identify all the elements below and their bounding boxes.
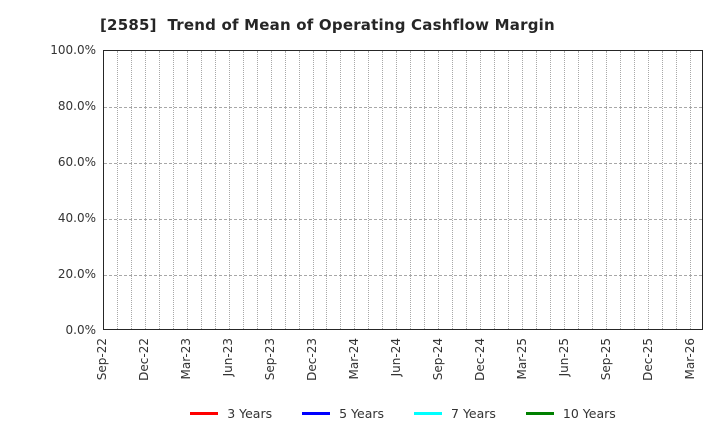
vertical-gridline [186,51,188,329]
legend-item: 5 Years [302,406,384,421]
vertical-gridline [466,51,468,329]
vertical-gridline [158,51,160,329]
vertical-gridline [452,51,454,329]
vertical-gridline [214,51,216,329]
vertical-gridline [592,51,594,329]
legend-line-swatch [414,412,443,415]
vertical-gridline [536,51,538,329]
vertical-gridline [480,51,482,329]
vertical-gridline [564,51,566,329]
vertical-gridline [340,51,342,329]
vertical-gridline [326,51,328,329]
vertical-gridline [508,51,510,329]
y-tick-label: 40.0% [57,211,96,225]
vertical-gridline [200,51,202,329]
vertical-gridline [438,51,440,329]
vertical-gridline [522,51,524,329]
x-tick-label: Dec-23 [304,338,319,381]
vertical-gridline [634,51,636,329]
x-tick-label: Jun-24 [388,338,403,377]
vertical-gridline [270,51,272,329]
vertical-gridline [382,51,384,329]
vertical-gridline [662,51,664,329]
legend-item: 3 Years [190,406,272,421]
vertical-gridline [648,51,650,329]
legend-line-swatch [190,412,219,415]
vertical-gridline [606,51,608,329]
legend-line-swatch [302,412,331,415]
plot-area [103,50,703,330]
x-tick-label: Sep-25 [598,338,613,381]
legend-item: 7 Years [414,406,496,421]
y-tick-label: 0.0% [65,323,97,337]
horizontal-gridline [104,275,702,276]
legend-label: 5 Years [339,406,385,421]
x-tick-label: Jun-25 [556,338,571,377]
vertical-gridline [690,51,691,329]
x-tick-label: Dec-25 [640,338,655,381]
x-tick-label: Sep-22 [95,338,110,381]
vertical-gridline [676,51,677,329]
x-tick-label: Dec-24 [472,338,487,381]
x-tick-label: Mar-26 [682,338,697,380]
legend-line-swatch [525,412,554,415]
x-tick-label: Mar-24 [346,338,361,380]
x-tick-label: Sep-23 [263,338,277,381]
y-tick-label: 100.0% [50,43,96,57]
x-tick-label: Jun-23 [221,338,236,377]
y-tick-label: 80.0% [57,99,96,113]
vertical-gridline [578,51,580,329]
vertical-gridline [172,51,174,329]
vertical-gridline [298,51,300,329]
legend-label: 3 Years [227,406,273,421]
vertical-gridline [228,51,230,329]
vertical-gridline [494,51,496,329]
vertical-gridline [410,51,412,329]
vertical-gridline [284,51,286,329]
vertical-gridline [396,51,398,329]
vertical-gridline [256,51,258,329]
x-tick-label: Mar-25 [514,338,529,380]
vertical-gridline [130,51,132,329]
horizontal-gridline [104,163,702,164]
legend-label: 7 Years [451,406,496,421]
vertical-gridline [424,51,426,329]
horizontal-gridline [104,107,702,108]
legend-item: 10 Years [525,406,616,421]
vertical-gridline [242,51,244,329]
vertical-gridline [354,51,356,329]
x-tick-label: Mar-23 [179,338,194,380]
vertical-gridline [620,51,622,329]
x-tick-label: Sep-24 [430,338,445,381]
y-tick-label: 20.0% [57,267,96,281]
horizontal-gridline [104,219,702,220]
vertical-gridline [312,51,314,329]
vertical-gridline [550,51,552,329]
y-tick-label: 60.0% [57,155,96,169]
vertical-gridline [116,51,118,329]
vertical-gridline [144,51,146,329]
chart-title: [2585] Trend of Mean of Operating Cashfl… [100,16,555,34]
x-tick-label: Dec-22 [137,338,152,381]
legend-label: 10 Years [562,406,616,421]
legend: 3 Years 5 Years 7 Years 10 Years [103,406,703,421]
vertical-gridline [368,51,370,329]
